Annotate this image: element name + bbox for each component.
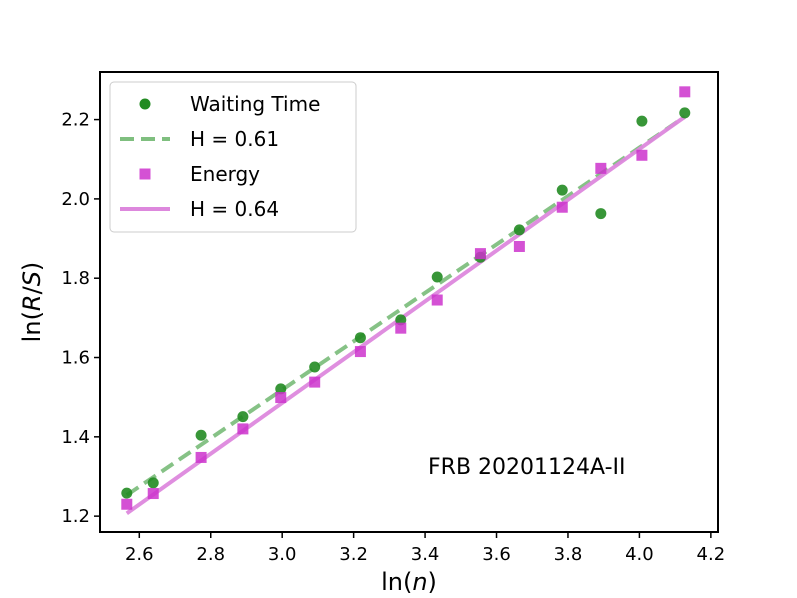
fit-line xyxy=(125,115,686,515)
legend-items: Waiting Time H = 0.61 Energy H = 0.64 xyxy=(120,92,320,221)
data-point xyxy=(556,201,568,213)
y-tick-label: 1.4 xyxy=(61,427,90,448)
data-point xyxy=(237,423,249,435)
legend-entry: H = 0.64 xyxy=(120,197,279,221)
data-point xyxy=(679,86,691,98)
y-tick-label: 1.2 xyxy=(61,506,90,527)
data-point xyxy=(147,488,159,500)
data-point xyxy=(195,451,207,463)
x-axis-label: ln(n) xyxy=(381,568,437,596)
data-point xyxy=(237,411,249,423)
data-point xyxy=(147,477,159,489)
legend-marker-swatch xyxy=(139,168,151,180)
data-point xyxy=(309,361,321,373)
x-tick-label: 4.2 xyxy=(697,544,726,565)
data-point xyxy=(431,271,443,283)
x-tick-label: 3.2 xyxy=(339,544,368,565)
data-point xyxy=(513,240,525,252)
data-point xyxy=(636,149,648,161)
x-tick-label: 3.6 xyxy=(482,544,511,565)
legend-label: Waiting Time xyxy=(190,92,320,116)
y-axis-label: ln(R/S) xyxy=(18,262,46,343)
series-energy xyxy=(121,86,691,510)
y-tick-label: 2.0 xyxy=(61,189,90,210)
x-tick-label: 2.6 xyxy=(125,544,154,565)
data-point xyxy=(121,498,133,510)
legend-marker-swatch xyxy=(139,98,151,110)
legend-entry: H = 0.61 xyxy=(120,127,279,151)
data-point xyxy=(121,487,133,499)
legend-label: H = 0.64 xyxy=(190,197,279,221)
data-point xyxy=(195,429,207,441)
data-point xyxy=(595,208,607,220)
data-point xyxy=(354,346,366,358)
series-h-0-61 xyxy=(125,115,686,497)
ticks-layer: 2.6 2.8 3.0 3.2 3.4 3.6 3.8 4.0 4.2 1.2 1.4 1.6 1.8 2… xyxy=(61,110,725,565)
legend-label: H = 0.61 xyxy=(190,127,279,151)
x-tick-label: 3.0 xyxy=(268,544,297,565)
plot-frame xyxy=(99,71,719,533)
series-layer xyxy=(121,86,691,515)
data-point xyxy=(275,383,287,395)
data-point xyxy=(636,115,648,127)
x-tick-label: 2.8 xyxy=(196,544,225,565)
fit-line xyxy=(125,115,686,497)
data-point xyxy=(395,322,407,334)
data-point xyxy=(556,184,568,196)
legend-entry: Waiting Time xyxy=(139,92,320,116)
legend-box xyxy=(109,81,357,233)
data-point xyxy=(395,314,407,326)
data-point xyxy=(595,162,607,174)
legend-entry: Energy xyxy=(139,162,260,186)
x-tick-label: 3.8 xyxy=(554,544,583,565)
data-point xyxy=(679,107,691,119)
data-point xyxy=(431,294,443,306)
data-point xyxy=(354,332,366,344)
data-point xyxy=(513,224,525,236)
data-point xyxy=(474,248,486,260)
x-tick-label: 3.4 xyxy=(411,544,440,565)
y-tick-label: 1.6 xyxy=(61,348,90,369)
y-tick-label: 1.8 xyxy=(61,268,90,289)
legend: Waiting Time H = 0.61 Energy H = 0.64 xyxy=(109,81,357,233)
data-point xyxy=(275,392,287,404)
x-tick-label: 4.0 xyxy=(625,544,654,565)
series-h-0-64 xyxy=(125,115,686,515)
chart-annotation: FRB 20201124A-II xyxy=(428,455,625,480)
data-point xyxy=(309,376,321,388)
y-tick-label: 2.2 xyxy=(61,110,90,131)
legend-label: Energy xyxy=(190,162,260,186)
